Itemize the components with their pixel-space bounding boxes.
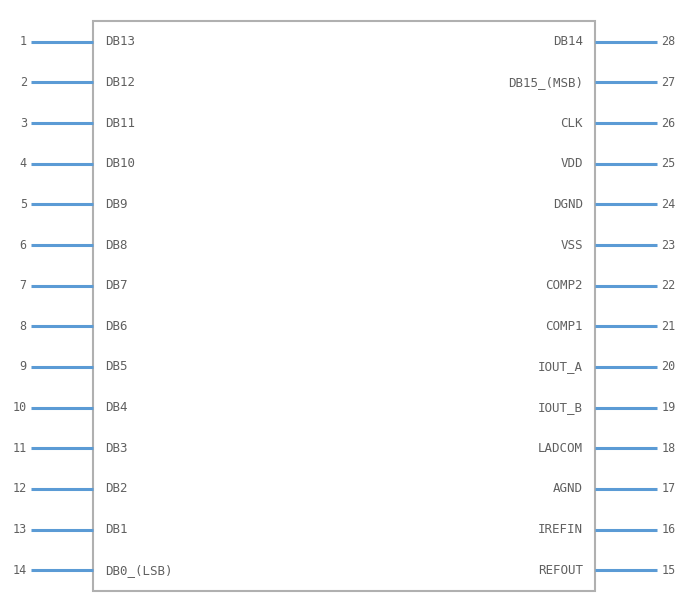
Text: DB5: DB5 [105, 360, 128, 373]
Text: 12: 12 [12, 482, 27, 496]
Text: DB15_(MSB): DB15_(MSB) [508, 76, 583, 89]
Text: REFOUT: REFOUT [538, 564, 583, 577]
Text: DB3: DB3 [105, 442, 128, 455]
Text: 6: 6 [20, 239, 27, 252]
Text: 14: 14 [12, 564, 27, 577]
Text: LADCOM: LADCOM [538, 442, 583, 455]
Text: 4: 4 [20, 157, 27, 170]
Text: 26: 26 [661, 116, 676, 130]
Text: DB2: DB2 [105, 482, 128, 496]
Text: DGND: DGND [552, 198, 583, 211]
Text: 18: 18 [661, 442, 676, 455]
Text: IREFIN: IREFIN [538, 523, 583, 536]
Text: 11: 11 [12, 442, 27, 455]
Text: DB6: DB6 [105, 320, 128, 333]
Text: 24: 24 [661, 198, 676, 211]
Text: DB8: DB8 [105, 239, 128, 252]
Text: 15: 15 [661, 564, 676, 577]
Text: DB13: DB13 [105, 35, 136, 48]
Text: 5: 5 [20, 198, 27, 211]
Text: DB7: DB7 [105, 279, 128, 292]
Text: COMP2: COMP2 [545, 279, 583, 292]
Text: DB14: DB14 [552, 35, 583, 48]
Text: 8: 8 [20, 320, 27, 333]
Text: DB12: DB12 [105, 76, 136, 89]
Text: VSS: VSS [560, 239, 583, 252]
Text: CLK: CLK [560, 116, 583, 130]
Text: 9: 9 [20, 360, 27, 373]
Text: 17: 17 [661, 482, 676, 496]
Text: 7: 7 [20, 279, 27, 292]
Text: DB0_(LSB): DB0_(LSB) [105, 564, 173, 577]
Text: DB11: DB11 [105, 116, 136, 130]
Text: 25: 25 [661, 157, 676, 170]
Text: 2: 2 [20, 76, 27, 89]
Text: DB1: DB1 [105, 523, 128, 536]
Text: 28: 28 [661, 35, 676, 48]
Text: IOUT_B: IOUT_B [538, 401, 583, 414]
Text: COMP1: COMP1 [545, 320, 583, 333]
Text: AGND: AGND [552, 482, 583, 496]
Text: 16: 16 [661, 523, 676, 536]
Text: DB4: DB4 [105, 401, 128, 414]
Text: IOUT_A: IOUT_A [538, 360, 583, 373]
Text: DB10: DB10 [105, 157, 136, 170]
Text: 20: 20 [661, 360, 676, 373]
Text: 22: 22 [661, 279, 676, 292]
Text: 1: 1 [20, 35, 27, 48]
Text: 27: 27 [661, 76, 676, 89]
Text: 13: 13 [12, 523, 27, 536]
Text: 19: 19 [661, 401, 676, 414]
Text: 21: 21 [661, 320, 676, 333]
Bar [93, 21, 595, 591]
Text: 10: 10 [12, 401, 27, 414]
Text: DB9: DB9 [105, 198, 128, 211]
Text: 23: 23 [661, 239, 676, 252]
Text: 3: 3 [20, 116, 27, 130]
Text: VDD: VDD [560, 157, 583, 170]
